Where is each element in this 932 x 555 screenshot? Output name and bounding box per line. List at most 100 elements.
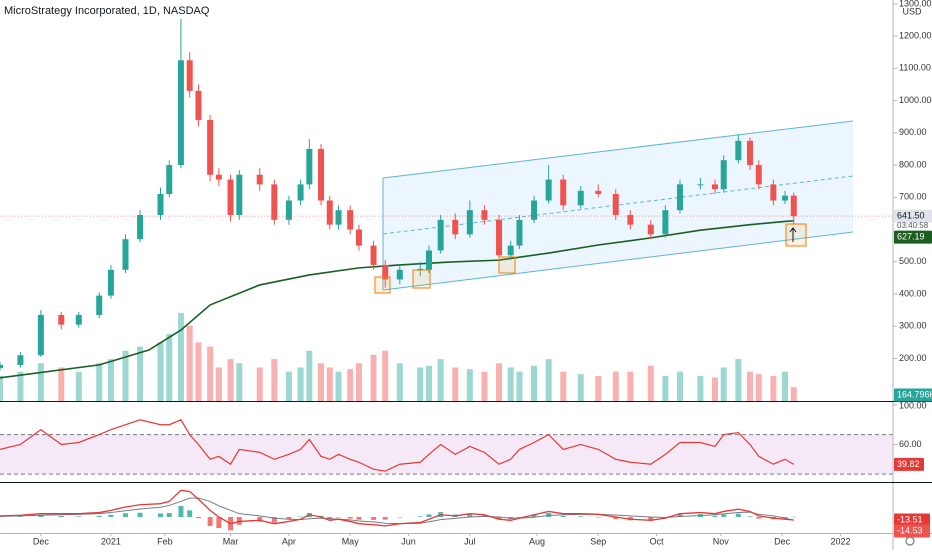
candle-body bbox=[256, 174, 263, 185]
volume-bar bbox=[285, 371, 292, 401]
candle-body bbox=[177, 60, 184, 166]
macd-histogram bbox=[76, 516, 82, 517]
candle-body bbox=[37, 314, 44, 356]
candle-body bbox=[382, 264, 389, 280]
macd-histogram bbox=[467, 513, 473, 517]
volume-bar bbox=[676, 371, 683, 401]
volume-bar bbox=[122, 350, 129, 401]
volume-label-bg bbox=[894, 388, 932, 402]
macd-line bbox=[0, 489, 794, 527]
volume-bar bbox=[382, 350, 389, 401]
volume-bar bbox=[735, 359, 742, 401]
highlight-box bbox=[374, 276, 391, 294]
volume-label: 164.796K bbox=[897, 389, 932, 399]
volume-bar bbox=[370, 354, 377, 401]
highlight-box bbox=[785, 223, 807, 247]
macd-histogram bbox=[417, 516, 423, 517]
volume-bar bbox=[452, 367, 459, 401]
y-tick-label: 200.00 bbox=[899, 353, 927, 363]
volume-bar bbox=[755, 374, 762, 401]
macd-histogram bbox=[187, 510, 193, 517]
volume-bar bbox=[326, 367, 333, 401]
macd-histogram bbox=[721, 514, 727, 517]
rsi-line bbox=[0, 419, 795, 472]
candle-body bbox=[627, 215, 634, 225]
rsi-label-bg bbox=[894, 457, 924, 471]
macd-histogram bbox=[0, 516, 3, 518]
candle-body bbox=[271, 184, 278, 220]
candle-body bbox=[531, 200, 538, 220]
macd-label: -13.51 bbox=[897, 514, 923, 524]
volume-bar bbox=[711, 377, 718, 401]
y-tick-label: 1200.00 bbox=[899, 30, 932, 40]
candle-body bbox=[0, 364, 3, 369]
y-tick-label: 1300.00 bbox=[899, 0, 932, 8]
volume-bar bbox=[58, 367, 65, 401]
candle-body bbox=[437, 219, 444, 251]
volume-bar bbox=[166, 333, 173, 401]
candle-body bbox=[137, 215, 144, 240]
macd-histogram bbox=[178, 505, 184, 517]
macd-histogram bbox=[782, 517, 788, 519]
macd-histogram bbox=[496, 517, 502, 520]
candle-body bbox=[96, 295, 103, 315]
highlight-box bbox=[412, 269, 431, 289]
y-tick-label: 60.00 bbox=[899, 439, 922, 449]
candle-body bbox=[720, 160, 727, 190]
volume-bar bbox=[531, 365, 538, 401]
volume-bar bbox=[96, 363, 103, 401]
volume-bar bbox=[297, 367, 304, 401]
macd-histogram bbox=[516, 517, 522, 518]
volume-bar bbox=[335, 371, 342, 401]
candle-body bbox=[318, 148, 325, 201]
volume-bar bbox=[157, 342, 164, 401]
volume-bar bbox=[516, 371, 523, 401]
volume-bar bbox=[545, 359, 552, 401]
candle-body bbox=[545, 179, 552, 201]
title-bg bbox=[0, 2, 190, 19]
candle-body bbox=[507, 245, 514, 256]
macd-histogram bbox=[195, 517, 201, 519]
candle-body bbox=[496, 219, 503, 256]
macd-histogram bbox=[356, 517, 362, 520]
macd-histogram bbox=[426, 514, 432, 517]
y-tick-label: 500.00 bbox=[899, 256, 927, 266]
volume-bar bbox=[782, 371, 789, 401]
volume-bar bbox=[137, 346, 144, 401]
x-tick-label: Apr bbox=[282, 536, 296, 546]
volume-bar bbox=[186, 325, 193, 401]
candle-body bbox=[755, 165, 762, 185]
y-tick-label: 300.00 bbox=[899, 321, 927, 331]
macd-histogram bbox=[595, 517, 601, 518]
volume-bar bbox=[177, 313, 184, 401]
macd-histogram bbox=[648, 517, 654, 521]
macd-histogram bbox=[560, 515, 566, 517]
candle-body bbox=[58, 314, 65, 325]
volume-bar bbox=[627, 371, 634, 401]
candle-body bbox=[107, 269, 114, 296]
candle-body bbox=[662, 210, 669, 235]
candle-body bbox=[481, 210, 488, 220]
volume-bar bbox=[17, 371, 24, 401]
volume-bar bbox=[107, 359, 114, 401]
last-price-label-bg bbox=[894, 209, 932, 223]
volume-bar bbox=[466, 369, 473, 401]
macd-histogram bbox=[122, 513, 128, 517]
candle-body bbox=[355, 229, 362, 246]
currency: USD bbox=[902, 6, 922, 16]
volume-bar bbox=[207, 346, 214, 401]
x-tick-label: Jun bbox=[401, 536, 416, 546]
volume-bar bbox=[790, 387, 797, 401]
candle-body bbox=[195, 90, 202, 120]
macd-histogram bbox=[712, 515, 718, 517]
candle-body bbox=[347, 210, 354, 230]
x-tick-label: Jul bbox=[464, 536, 476, 546]
candle-body bbox=[326, 200, 333, 225]
x-tick-label: Feb bbox=[157, 536, 173, 546]
candle-body bbox=[122, 239, 129, 270]
volume-bar bbox=[595, 375, 602, 401]
candle-body bbox=[17, 355, 24, 365]
volume-bar bbox=[612, 371, 619, 401]
candle-body bbox=[747, 140, 754, 166]
